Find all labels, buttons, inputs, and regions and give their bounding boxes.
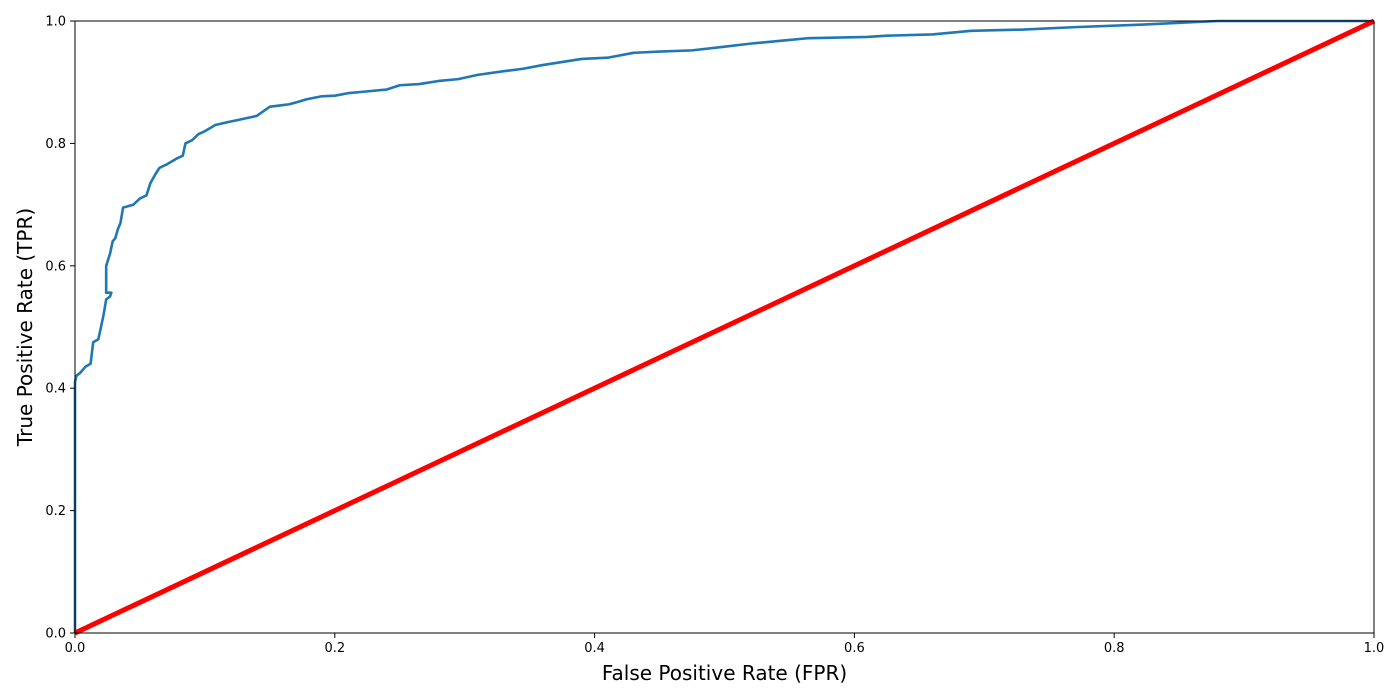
x-tick-label: 0.0 (65, 641, 86, 656)
y-tick-label: 0.0 (45, 627, 66, 642)
y-tick-label: 0.6 (45, 259, 66, 274)
x-tick-label: 1.0 (1364, 641, 1385, 656)
x-tick-label: 0.2 (324, 641, 345, 656)
x-tick-label: 0.6 (844, 641, 865, 656)
y-tick-label: 0.8 (45, 137, 66, 152)
axes (74, 20, 1375, 634)
x-tick-label: 0.4 (584, 641, 605, 656)
axes-frame (74, 20, 1375, 634)
y-axis-label: True Positive Rate (TPR) (13, 208, 37, 447)
roc-curve-line (73, 19, 1374, 633)
x-tick-label: 0.8 (1104, 641, 1125, 656)
series-layer (73, 18, 1376, 635)
y-tick-label: 0.2 (45, 504, 66, 519)
y-tick-label: 0.4 (45, 382, 66, 397)
y-tick-label: 1.0 (45, 15, 66, 30)
diagonal-reference-line (73, 18, 1376, 635)
ticks: 0.0 0.2 0.4 0.6 0.8 1.0 0.0 0.2 0.4 0.6 0.8 1.0 (45, 15, 1384, 657)
x-axis-label: False Positive Rate (FPR) (602, 661, 847, 685)
